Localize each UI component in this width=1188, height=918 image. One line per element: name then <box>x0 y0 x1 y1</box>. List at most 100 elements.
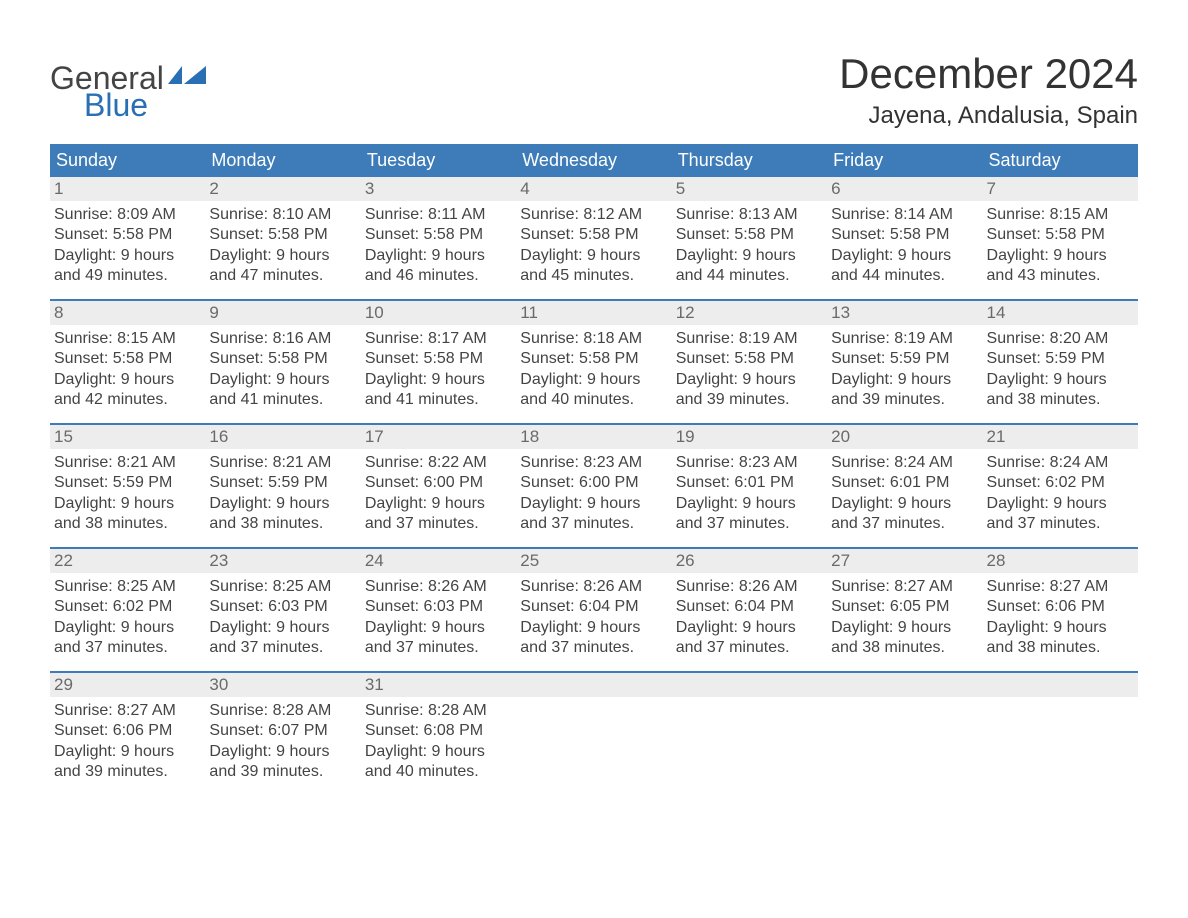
day-number-empty <box>983 673 1138 697</box>
logo-flag-icon <box>168 66 218 93</box>
day-line: Sunrise: 8:17 AM <box>365 329 512 349</box>
day-number: 8 <box>50 301 205 325</box>
day-cell: 21Sunrise: 8:24 AMSunset: 6:02 PMDayligh… <box>983 425 1138 547</box>
day-line: and 37 minutes. <box>365 514 512 534</box>
day-body: Sunrise: 8:25 AMSunset: 6:02 PMDaylight:… <box>50 573 205 663</box>
day-line: Daylight: 9 hours <box>365 618 512 638</box>
day-line: Sunset: 5:58 PM <box>831 225 978 245</box>
day-line: Sunset: 6:00 PM <box>520 473 667 493</box>
day-cell: 3Sunrise: 8:11 AMSunset: 5:58 PMDaylight… <box>361 177 516 299</box>
day-line: Daylight: 9 hours <box>987 494 1134 514</box>
dow-cell: Wednesday <box>516 144 671 177</box>
day-line: and 37 minutes. <box>209 638 356 658</box>
month-title: December 2024 <box>839 50 1138 98</box>
day-number: 7 <box>983 177 1138 201</box>
day-line: and 37 minutes. <box>676 514 823 534</box>
day-line: Sunset: 5:59 PM <box>54 473 201 493</box>
day-line: and 37 minutes. <box>987 514 1134 534</box>
day-line: and 44 minutes. <box>676 266 823 286</box>
day-cell: 26Sunrise: 8:26 AMSunset: 6:04 PMDayligh… <box>672 549 827 671</box>
week-row: 1Sunrise: 8:09 AMSunset: 5:58 PMDaylight… <box>50 177 1138 299</box>
day-line: Daylight: 9 hours <box>209 618 356 638</box>
day-line: Sunrise: 8:26 AM <box>365 577 512 597</box>
day-line: Sunset: 5:59 PM <box>831 349 978 369</box>
day-line: Daylight: 9 hours <box>520 618 667 638</box>
day-line: Daylight: 9 hours <box>365 370 512 390</box>
day-line: and 41 minutes. <box>209 390 356 410</box>
day-line: Daylight: 9 hours <box>54 618 201 638</box>
day-cell: 27Sunrise: 8:27 AMSunset: 6:05 PMDayligh… <box>827 549 982 671</box>
day-cell <box>516 673 671 795</box>
day-body: Sunrise: 8:12 AMSunset: 5:58 PMDaylight:… <box>516 201 671 291</box>
day-number-empty <box>672 673 827 697</box>
day-number: 16 <box>205 425 360 449</box>
day-line: Daylight: 9 hours <box>987 618 1134 638</box>
day-cell <box>983 673 1138 795</box>
day-number: 31 <box>361 673 516 697</box>
day-line: Daylight: 9 hours <box>520 494 667 514</box>
day-line: Sunrise: 8:26 AM <box>520 577 667 597</box>
day-line: Sunrise: 8:13 AM <box>676 205 823 225</box>
day-body: Sunrise: 8:16 AMSunset: 5:58 PMDaylight:… <box>205 325 360 415</box>
day-number: 22 <box>50 549 205 573</box>
day-line: Sunset: 6:04 PM <box>520 597 667 617</box>
day-line: Sunrise: 8:24 AM <box>831 453 978 473</box>
day-body: Sunrise: 8:26 AMSunset: 6:04 PMDaylight:… <box>672 573 827 663</box>
day-body: Sunrise: 8:14 AMSunset: 5:58 PMDaylight:… <box>827 201 982 291</box>
day-line: Sunrise: 8:25 AM <box>54 577 201 597</box>
day-cell: 16Sunrise: 8:21 AMSunset: 5:59 PMDayligh… <box>205 425 360 547</box>
calendar: SundayMondayTuesdayWednesdayThursdayFrid… <box>50 144 1138 795</box>
day-line: Sunset: 5:58 PM <box>54 225 201 245</box>
day-line: Sunset: 5:58 PM <box>520 225 667 245</box>
day-body: Sunrise: 8:27 AMSunset: 6:05 PMDaylight:… <box>827 573 982 663</box>
day-body: Sunrise: 8:24 AMSunset: 6:02 PMDaylight:… <box>983 449 1138 539</box>
dow-cell: Saturday <box>983 144 1138 177</box>
day-cell: 17Sunrise: 8:22 AMSunset: 6:00 PMDayligh… <box>361 425 516 547</box>
day-cell: 28Sunrise: 8:27 AMSunset: 6:06 PMDayligh… <box>983 549 1138 671</box>
day-number: 15 <box>50 425 205 449</box>
day-body: Sunrise: 8:23 AMSunset: 6:00 PMDaylight:… <box>516 449 671 539</box>
day-line: and 47 minutes. <box>209 266 356 286</box>
day-line: and 38 minutes. <box>209 514 356 534</box>
day-cell <box>672 673 827 795</box>
day-number: 18 <box>516 425 671 449</box>
day-line: and 39 minutes. <box>676 390 823 410</box>
day-line: Sunrise: 8:18 AM <box>520 329 667 349</box>
day-number: 14 <box>983 301 1138 325</box>
day-body: Sunrise: 8:26 AMSunset: 6:04 PMDaylight:… <box>516 573 671 663</box>
day-number-empty <box>516 673 671 697</box>
day-line: and 37 minutes. <box>54 638 201 658</box>
day-line: and 46 minutes. <box>365 266 512 286</box>
day-number: 29 <box>50 673 205 697</box>
day-line: Sunrise: 8:28 AM <box>209 701 356 721</box>
day-line: and 44 minutes. <box>831 266 978 286</box>
day-line: Daylight: 9 hours <box>676 370 823 390</box>
day-line: and 38 minutes. <box>831 638 978 658</box>
day-cell: 8Sunrise: 8:15 AMSunset: 5:58 PMDaylight… <box>50 301 205 423</box>
day-body: Sunrise: 8:18 AMSunset: 5:58 PMDaylight:… <box>516 325 671 415</box>
dow-cell: Sunday <box>50 144 205 177</box>
day-line: and 39 minutes. <box>209 762 356 782</box>
day-line: Sunset: 6:01 PM <box>831 473 978 493</box>
day-line: Sunset: 5:59 PM <box>209 473 356 493</box>
day-line: and 45 minutes. <box>520 266 667 286</box>
day-of-week-header: SundayMondayTuesdayWednesdayThursdayFrid… <box>50 144 1138 177</box>
dow-cell: Monday <box>205 144 360 177</box>
day-number-empty <box>827 673 982 697</box>
dow-cell: Tuesday <box>361 144 516 177</box>
day-number: 3 <box>361 177 516 201</box>
day-line: Sunset: 5:58 PM <box>365 225 512 245</box>
day-line: Daylight: 9 hours <box>676 494 823 514</box>
day-body: Sunrise: 8:19 AMSunset: 5:58 PMDaylight:… <box>672 325 827 415</box>
day-cell: 20Sunrise: 8:24 AMSunset: 6:01 PMDayligh… <box>827 425 982 547</box>
day-line: Sunset: 5:58 PM <box>209 225 356 245</box>
title-block: December 2024 Jayena, Andalusia, Spain <box>839 50 1138 130</box>
day-line: Sunset: 5:58 PM <box>209 349 356 369</box>
day-line: Sunset: 5:58 PM <box>520 349 667 369</box>
day-body: Sunrise: 8:20 AMSunset: 5:59 PMDaylight:… <box>983 325 1138 415</box>
day-number: 19 <box>672 425 827 449</box>
day-line: and 37 minutes. <box>520 638 667 658</box>
day-number: 30 <box>205 673 360 697</box>
day-body: Sunrise: 8:09 AMSunset: 5:58 PMDaylight:… <box>50 201 205 291</box>
day-cell: 23Sunrise: 8:25 AMSunset: 6:03 PMDayligh… <box>205 549 360 671</box>
